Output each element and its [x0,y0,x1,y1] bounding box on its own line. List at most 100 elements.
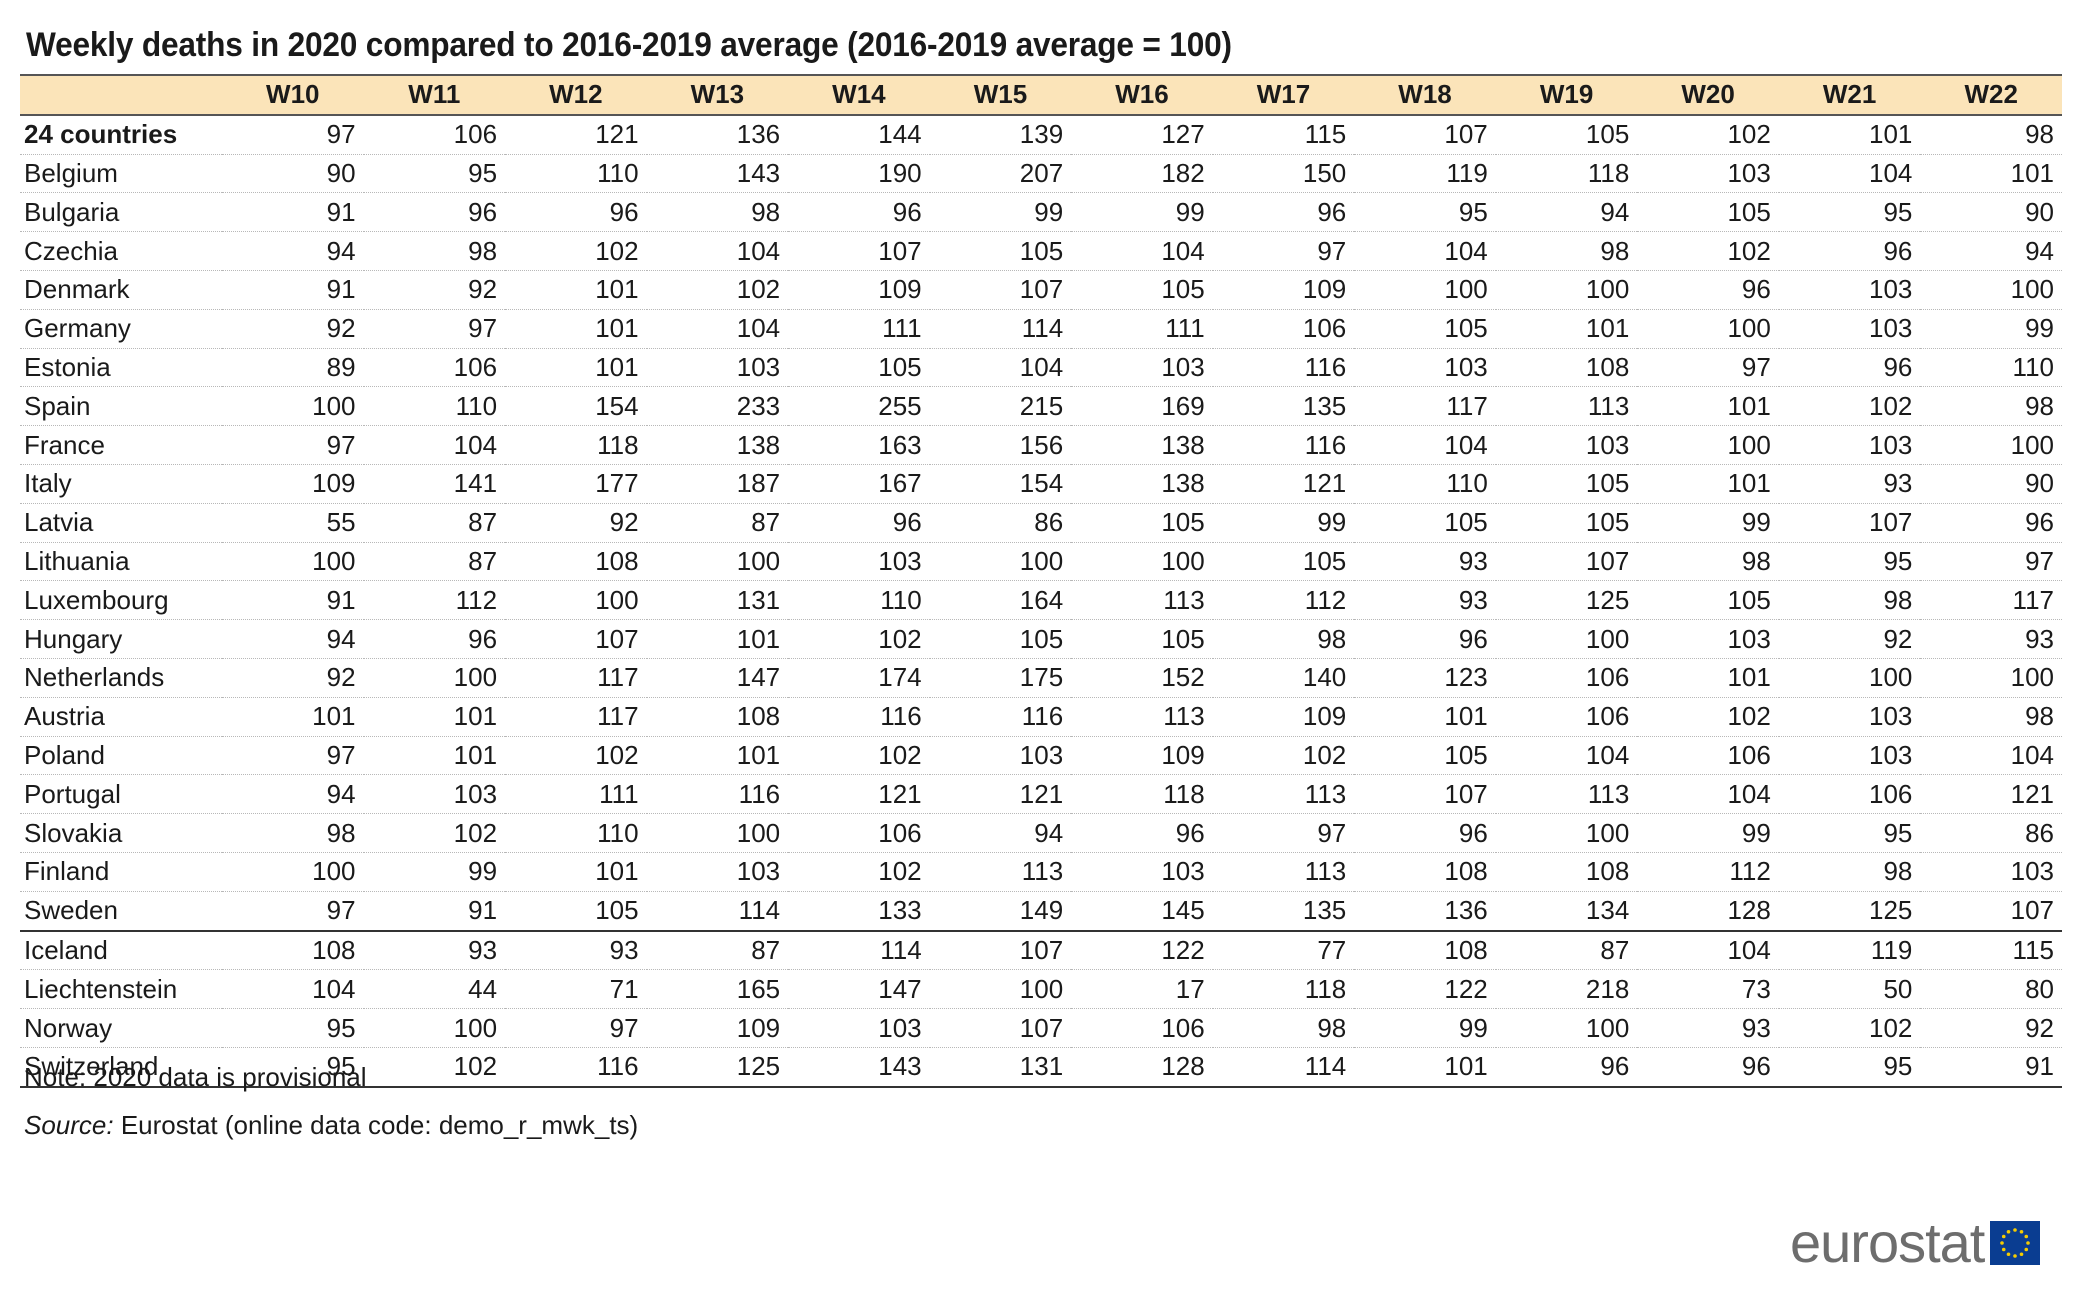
cell-w10: 90 [222,154,364,194]
cell-w18: 96 [1354,813,1496,853]
cell-w12: 102 [505,736,647,776]
cell-w18: 104 [1354,231,1496,271]
cell-w10: 94 [222,231,364,271]
table-row: Slovakia 98 102 110 100 106 94 96 97 96 100 99 95 86 [20,813,2062,853]
cell-w20: 104 [1637,930,1779,971]
row-label: Norway [20,1008,222,1048]
flag-star [2000,1241,2005,1245]
cell-w20: 101 [1637,464,1779,504]
cell-w14: 109 [788,270,930,310]
cell-w10: 100 [222,542,364,582]
cell-w11: 96 [363,619,506,659]
cell-w11: 101 [363,736,506,776]
cell-w18: 105 [1354,736,1496,776]
cell-w11: 91 [363,891,506,932]
cell-w13: 125 [646,1047,789,1088]
cell-w19: 108 [1495,348,1638,388]
table-row: Lithuania 100 87 108 100 103 100 100 105 93 107 98 9… [20,542,2062,582]
cell-w12: 108 [505,542,647,582]
cell-w19: 104 [1495,736,1638,776]
cell-w14: 143 [788,1047,930,1088]
flag-star [2024,1234,2029,1239]
cell-w15: 114 [929,309,1072,349]
cell-w20: 103 [1637,619,1779,659]
cell-w16: 118 [1071,774,1213,815]
cell-w17: 98 [1212,619,1355,659]
cell-w22: 96 [1920,503,2062,543]
cell-w19: 134 [1495,891,1638,932]
cell-w18: 110 [1354,464,1496,504]
cell-w13: 147 [646,658,789,698]
cell-w11: 93 [363,930,506,971]
cell-w10: 97 [222,736,364,776]
cell-w20: 101 [1637,658,1779,698]
cell-w13: 138 [646,425,789,465]
cell-w18: 108 [1354,852,1496,892]
cell-w19: 87 [1495,930,1638,971]
cell-w19: 106 [1495,697,1638,737]
table-row: Luxembourg 91 112 100 131 110 164 113 112 93 125 10… [20,580,2062,621]
cell-w16: 106 [1071,1008,1213,1048]
cell-w14: 144 [788,114,930,155]
cell-w10: 97 [222,114,364,155]
table-row: Latvia 55 87 92 87 96 86 105 99 105 105 99 107 96 [20,503,2062,543]
cell-w16: 109 [1071,736,1213,776]
cell-w15: 154 [929,464,1072,504]
cell-w14: 163 [788,425,930,465]
cell-w20: 100 [1637,309,1779,349]
cell-w10: 109 [222,464,364,504]
cell-w21: 102 [1778,386,1921,427]
cell-w21: 101 [1778,114,1921,155]
column-header-w11: W11 [363,74,506,116]
flag-star [2020,1252,2024,1257]
cell-w20: 112 [1637,852,1779,892]
cell-w11: 102 [363,1047,506,1088]
cell-w15: 105 [929,231,1072,271]
cell-w18: 105 [1354,309,1496,349]
cell-w12: 110 [505,813,647,853]
cell-w14: 111 [788,309,930,349]
cell-w13: 165 [646,969,789,1010]
cell-w22: 92 [1920,1008,2062,1048]
cell-w11: 98 [363,231,506,271]
cell-w13: 103 [646,852,789,892]
cell-w19: 98 [1495,231,1638,271]
cell-w20: 98 [1637,542,1779,582]
cell-w18: 122 [1354,969,1496,1010]
cell-w11: 100 [363,1008,506,1048]
cell-w18: 103 [1354,348,1496,388]
cell-w21: 107 [1778,503,1921,543]
cell-w20: 99 [1637,503,1779,543]
row-label: Spain [20,386,222,427]
flag-star [2026,1241,2031,1245]
table-row: Germany 92 97 101 104 111 114 111 106 105 101 100 10… [20,309,2062,349]
row-label: Bulgaria [20,192,222,233]
cell-w15: 100 [929,969,1072,1010]
cell-w14: 102 [788,619,930,659]
cell-w10: 55 [222,503,364,543]
row-label: Czechia [20,231,222,271]
cell-w14: 147 [788,969,930,1010]
logo-wordmark: eurostat [1790,1211,1985,1274]
flag-star [2020,1229,2024,1234]
cell-w22: 99 [1920,309,2062,349]
cell-w18: 105 [1354,503,1496,543]
row-label: Lithuania [20,542,222,582]
column-header-w21: W21 [1778,74,1921,116]
cell-w21: 119 [1778,930,1921,971]
cell-w12: 100 [505,580,647,621]
cell-w14: 121 [788,774,930,815]
cell-w11: 106 [363,348,506,388]
table-row: Austria 101 101 117 108 116 116 113 109 101 106 102… [20,697,2062,737]
cell-w16: 113 [1071,697,1213,737]
cell-w21: 95 [1778,542,1921,582]
cell-w22: 110 [1920,348,2062,388]
row-label: Sweden [20,891,222,932]
row-label: Portugal [20,774,222,815]
cell-w14: 96 [788,503,930,543]
cell-w19: 108 [1495,852,1638,892]
cell-w21: 102 [1778,1008,1921,1048]
row-label: Luxembourg [20,580,222,621]
cell-w14: 133 [788,891,930,932]
column-header-w14: W14 [788,74,930,116]
